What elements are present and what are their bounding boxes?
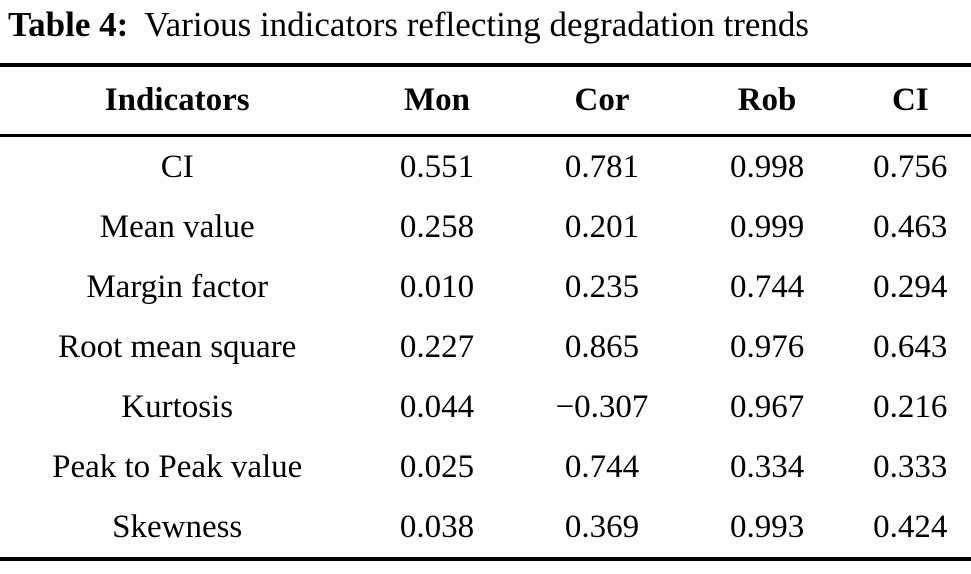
value-cell: 0.463 [873, 208, 948, 245]
table-row: Skewness 0.038 0.369 0.993 0.424 [0, 497, 971, 559]
value-cell: 0.010 [399, 268, 475, 305]
paper-table-figure: Table 4: Various indicators reflecting de… [0, 0, 971, 561]
column-header-ci: CI [849, 65, 971, 137]
value-cell: 0.258 [399, 208, 475, 245]
indicator-cell: Mean value [99, 208, 255, 245]
value-cell: 0.993 [729, 508, 805, 545]
table-row: Margin factor 0.010 0.235 0.744 0.294 [0, 257, 971, 317]
value-cell: 0.424 [873, 508, 948, 545]
value-cell: 0.756 [873, 148, 948, 185]
column-header-rob: Rob [684, 65, 850, 137]
table-header-row: Indicators Mon Cor Rob CI [0, 65, 971, 137]
indicator-cell: Margin factor [86, 268, 269, 305]
indicator-cell: Root mean square [58, 328, 297, 365]
indicator-cell: CI [160, 148, 194, 185]
value-cell: 0.294 [873, 268, 948, 305]
value-cell: 0.201 [564, 208, 640, 245]
value-cell: 0.551 [399, 148, 475, 185]
value-cell: 0.744 [564, 448, 640, 485]
column-header-indicators: Indicators [0, 65, 355, 137]
table-body: CI 0.551 0.781 0.998 0.756 Mean value 0.258 0.2… [0, 136, 971, 560]
value-cell: 0.038 [399, 508, 475, 545]
table-row: Peak to Peak value 0.025 0.744 0.334 0.333 [0, 437, 971, 497]
value-cell: 0.025 [399, 448, 475, 485]
value-cell: −0.307 [555, 388, 649, 425]
value-cell: 0.643 [873, 328, 948, 365]
column-header-cor: Cor [519, 65, 685, 137]
value-cell: 0.369 [564, 508, 640, 545]
indicators-table: Indicators Mon Cor Rob CI CI 0.551 0.781 0.998 0… [0, 63, 971, 561]
value-cell: 0.976 [729, 328, 805, 365]
value-cell: 0.044 [399, 388, 475, 425]
table-row: Root mean square 0.227 0.865 0.976 0.643 [0, 317, 971, 377]
table-row: CI 0.551 0.781 0.998 0.756 [0, 136, 971, 198]
value-cell: 0.227 [399, 328, 475, 365]
indicator-cell: Peak to Peak value [52, 448, 303, 485]
value-cell: 0.744 [729, 268, 805, 305]
value-cell: 0.781 [564, 148, 640, 185]
table-header: Indicators Mon Cor Rob CI [0, 65, 971, 137]
value-cell: 0.216 [873, 388, 948, 425]
table-caption-text: Various indicators reflecting degradatio… [144, 5, 810, 44]
value-cell: 0.235 [564, 268, 640, 305]
table-caption: Table 4: Various indicators reflecting de… [0, 0, 971, 46]
value-cell: 0.999 [729, 208, 805, 245]
value-cell: 0.865 [564, 328, 640, 365]
table-row: Kurtosis 0.044 −0.307 0.967 0.216 [0, 377, 971, 437]
table-caption-label: Table 4: [8, 5, 129, 44]
value-cell: 0.334 [729, 448, 805, 485]
column-header-mon: Mon [354, 65, 520, 137]
value-cell: 0.333 [873, 448, 948, 485]
value-cell: 0.967 [729, 388, 805, 425]
value-cell: 0.998 [729, 148, 805, 185]
indicator-cell: Skewness [112, 508, 243, 545]
table-row: Mean value 0.258 0.201 0.999 0.463 [0, 197, 971, 257]
indicator-cell: Kurtosis [121, 388, 234, 425]
